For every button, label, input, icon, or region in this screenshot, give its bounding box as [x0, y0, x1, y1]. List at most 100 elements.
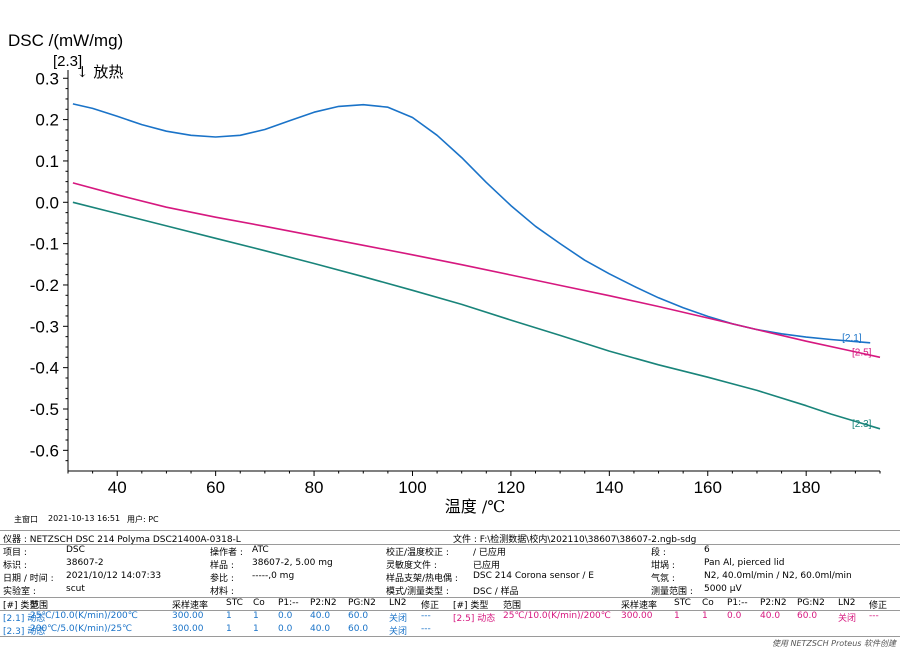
- segment-2-1-cell: 关闭: [389, 614, 408, 624]
- header-left-cell: 修正: [421, 601, 440, 611]
- segment-2-3-cell: 40.0: [310, 624, 331, 634]
- calibration-value: / 已应用: [473, 548, 506, 558]
- header-right-cell: LN2: [838, 598, 856, 608]
- x-tick-label: 180: [792, 478, 820, 497]
- reference-label: 参比 :: [210, 574, 234, 584]
- x-tick-label: 80: [305, 478, 324, 497]
- segment-2-3-cell: 1: [253, 624, 259, 634]
- series-line-23: [72, 201, 881, 430]
- segment-2-1-cell: 0.0: [278, 611, 293, 621]
- segment-2-5-cell: 1: [702, 611, 708, 621]
- segment-2-5-cell: ---: [869, 611, 879, 621]
- sample-label: 样品 :: [210, 561, 234, 571]
- series-line-25: [72, 182, 881, 359]
- user-label: 用户: PC: [127, 515, 159, 524]
- header-right-cell: 采样速率: [621, 601, 658, 611]
- segment-2-5-cell: 40.0: [760, 611, 781, 621]
- segment-2-3-cell: 0.0: [278, 624, 293, 634]
- sensitivity-value: 已应用: [473, 561, 501, 571]
- y-tick-label: -0.4: [30, 359, 59, 378]
- segment-2-1-cell: 300.00: [172, 611, 204, 621]
- x-tick-label: 120: [497, 478, 525, 497]
- sample-value: 38607-2, 5.00 mg: [252, 558, 333, 568]
- segment-2-3-cell: 300.00: [172, 624, 204, 634]
- header-left-cell: LN2: [389, 598, 407, 608]
- y-tick-label: 0.3: [35, 69, 59, 88]
- segment-2-1-cell: 25℃/10.0(K/min)/200℃: [30, 611, 138, 621]
- print-datetime: 2021-10-13 16:51: [48, 514, 121, 523]
- mode-label: 模式/测量类型 :: [386, 587, 449, 597]
- header-left-cell: Co: [253, 598, 265, 608]
- window-label: 主窗口: [14, 515, 38, 524]
- header-left-cell: [#] 类型: [3, 601, 39, 611]
- id-value: 38607-2: [66, 558, 104, 568]
- segment-2-5-cell: 60.0: [797, 611, 818, 621]
- header-right-cell: PG:N2: [797, 598, 825, 608]
- lab-label: 实验室 :: [3, 587, 36, 597]
- range-label: 测量范围 :: [651, 587, 693, 597]
- header-right-cell: [#] 类型: [453, 601, 489, 611]
- material-label: 材料 :: [210, 587, 234, 597]
- reference-value: -----,0 mg: [252, 571, 295, 581]
- y-tick-label: 0.2: [35, 111, 59, 130]
- segment-2-5-cell: [2.5] 动态: [453, 614, 496, 624]
- y-tick-label: -0.3: [30, 317, 59, 336]
- header-right-cell: 修正: [869, 601, 888, 611]
- y-tick-label: -0.6: [30, 441, 59, 460]
- x-axis-title: 温度 /℃: [445, 497, 505, 515]
- segment-2-3-cell: [2.3] 动态: [3, 627, 46, 637]
- project-label: 项目 :: [3, 548, 27, 558]
- operator-value: ATC: [252, 545, 269, 555]
- date-label: 日期 / 时间 :: [3, 574, 54, 584]
- segment-2-1-cell: [2.1] 动态: [3, 614, 46, 624]
- crucible-label: 坩埚 :: [651, 561, 675, 571]
- y-tick-label: 0.0: [35, 193, 59, 212]
- header-left-cell: PG:N2: [348, 598, 376, 608]
- calibration-label: 校正/温度校正 :: [386, 548, 449, 558]
- y-tick-label: -0.2: [30, 276, 59, 295]
- segment-2-1-cell: 1: [226, 611, 232, 621]
- exo-marker-label: [2.3]: [53, 53, 82, 70]
- software-credit: 使用 NETZSCH Proteus 软件创建: [771, 639, 896, 648]
- segment-2-5-cell: 0.0: [727, 611, 742, 621]
- segment-2-5-cell: 25℃/10.0(K/min)/200℃: [503, 611, 611, 621]
- y-tick-label: -0.5: [30, 400, 59, 419]
- holder-value: DSC 214 Corona sensor / E: [473, 571, 594, 581]
- file-path: 文件 : F:\检测数据\校内\202110\38607\38607-2.ngb…: [453, 535, 697, 545]
- segment-2-3-cell: 60.0: [348, 624, 369, 634]
- segment-2-1-cell: 1: [253, 611, 259, 621]
- gas-label: 气氛 :: [651, 574, 675, 584]
- header-left-cell: P2:N2: [310, 598, 337, 608]
- gas-value: N2, 40.0ml/min / N2, 60.0ml/min: [704, 571, 852, 581]
- header-right-cell: P2:N2: [760, 598, 787, 608]
- header-right-cell: Co: [702, 598, 714, 608]
- holder-label: 样品支架/热电偶 :: [386, 574, 458, 584]
- header-right-cell: P1:--: [727, 598, 748, 608]
- segment-label: 段 :: [651, 548, 666, 558]
- segment-2-1-cell: ---: [421, 611, 431, 621]
- header-left-cell: 采样速率: [172, 601, 209, 611]
- date-value: 2021/10/12 14:07:33: [66, 571, 162, 581]
- segment-2-5-cell: 关闭: [838, 614, 857, 624]
- y-axis-title: DSC /(mW/mg): [8, 31, 123, 50]
- y-tick-label: -0.1: [30, 235, 59, 254]
- segment-2-1-cell: 60.0: [348, 611, 369, 621]
- x-tick-label: 40: [108, 478, 127, 497]
- range-value: 5000 µV: [704, 584, 742, 594]
- header-left-cell: 范围: [30, 601, 49, 611]
- mode-value: DSC / 样品: [473, 587, 519, 597]
- series-label: [2.5]: [852, 347, 872, 358]
- crucible-value: Pan Al, pierced lid: [704, 558, 785, 568]
- segment-value: 6: [704, 545, 710, 555]
- header-right-cell: 范围: [503, 601, 522, 611]
- segment-2-3-cell: 关闭: [389, 627, 408, 637]
- header-left-cell: P1:--: [278, 598, 299, 608]
- dsc-chart: 0.3 0.2 0.1 0.0 -0.1 -0.2 -0.3 -0.4 -0.5 -0.6 40 60…: [8, 31, 881, 515]
- segment-2-5-cell: 1: [674, 611, 680, 621]
- x-tick-label: 140: [595, 478, 623, 497]
- header-right-cell: STC: [674, 598, 691, 608]
- x-tick-label: 160: [694, 478, 722, 497]
- segment-2-5-cell: 300.00: [621, 611, 653, 621]
- segment-2-3-cell: 200℃/5.0(K/min)/25℃: [30, 624, 133, 634]
- project-value: DSC: [66, 545, 85, 555]
